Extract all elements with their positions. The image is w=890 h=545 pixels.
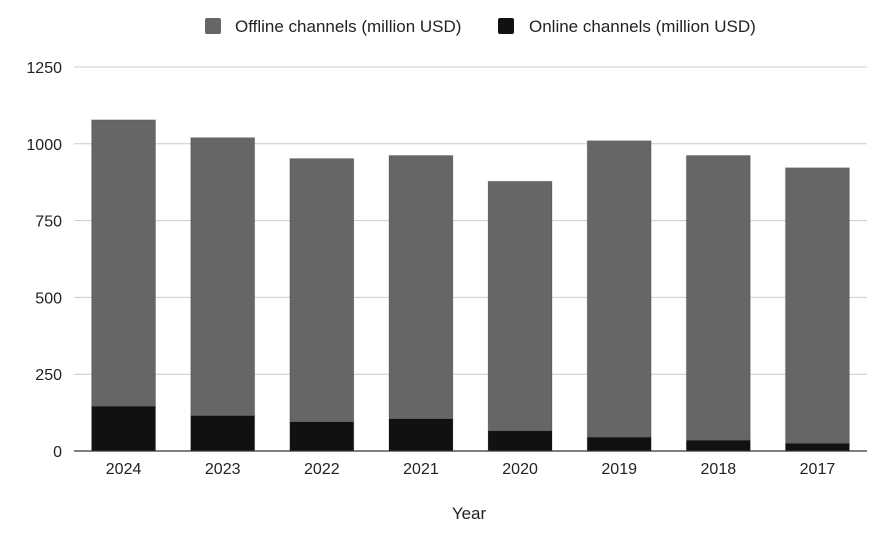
bar-offline-2018 [685,154,751,441]
x-axis-title: Year [452,504,487,523]
y-tick-label: 1000 [26,137,62,154]
x-tick-label: 2017 [800,461,836,478]
bar-offline-2020 [487,180,553,432]
y-tick-label: 250 [35,367,62,384]
x-tick-label: 2020 [502,461,538,478]
bar-offline-2019 [586,140,652,438]
bar-offline-2024 [91,119,157,407]
legend-swatch [205,18,221,34]
y-axis-ticks: 0 250 500 750 1000 1250 [26,60,62,461]
x-tick-label: 2023 [205,461,241,478]
bars [91,119,850,452]
legend-label: Offline channels (million USD) [235,17,461,36]
bar-online-2017 [784,442,850,452]
y-tick-label: 0 [53,444,62,461]
x-axis-ticks: 2024 2023 2022 2021 2020 2019 2018 2017 [106,461,836,478]
x-tick-label: 2019 [601,461,637,478]
bar-offline-2017 [784,167,850,444]
bar-online-2022 [289,421,355,452]
legend: Offline channels (million USD) Online cha… [205,17,756,36]
bar-online-2021 [388,418,454,452]
legend-swatch [498,18,514,34]
bar-online-2023 [190,415,256,452]
x-tick-label: 2022 [304,461,340,478]
x-tick-label: 2018 [701,461,737,478]
bar-online-2019 [586,436,652,452]
x-tick-label: 2024 [106,461,142,478]
bar-offline-2022 [289,158,355,423]
x-tick-label: 2021 [403,461,439,478]
bar-offline-2023 [190,137,256,417]
legend-label: Online channels (million USD) [529,17,756,36]
y-tick-label: 1250 [26,60,62,77]
y-tick-label: 500 [35,290,62,307]
y-tick-label: 750 [35,214,62,231]
bar-online-2018 [685,439,751,452]
bar-online-2020 [487,430,553,452]
bar-offline-2021 [388,154,454,420]
bar-online-2024 [91,405,157,452]
